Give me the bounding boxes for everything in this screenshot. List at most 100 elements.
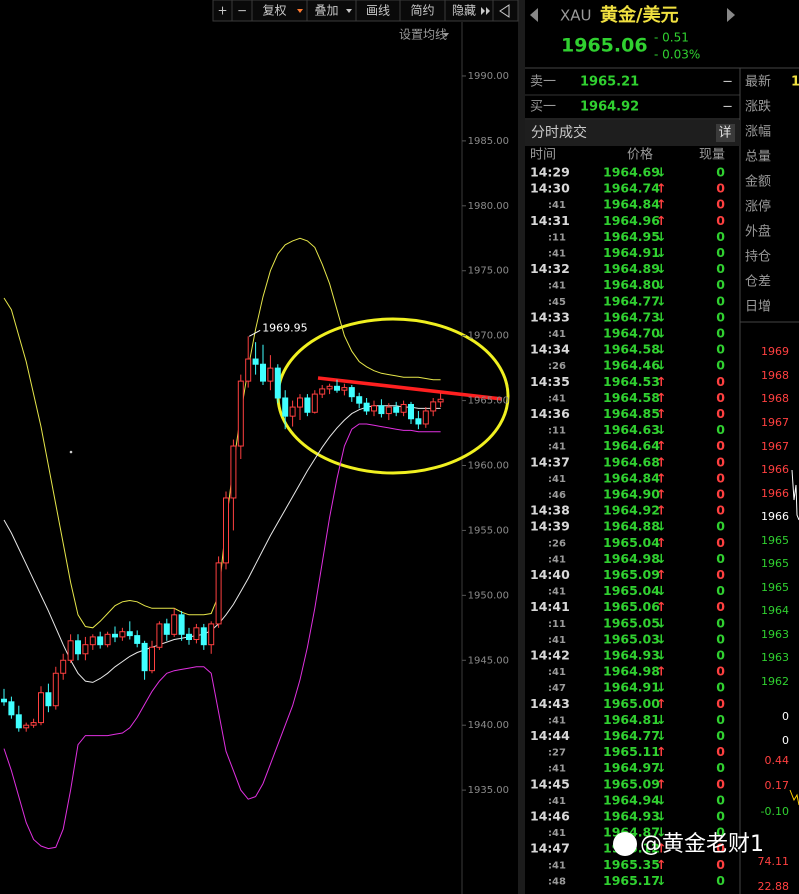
trade-price: 1964.94 xyxy=(603,792,660,807)
stat-value: 1 xyxy=(791,75,799,90)
trade-direction: ↓ xyxy=(656,712,666,727)
trade-direction: ↑ xyxy=(656,213,666,228)
detail-label[interactable]: 详 xyxy=(718,126,731,141)
trade-price: 1964.97 xyxy=(603,760,660,775)
trade-time: 14:46 xyxy=(530,809,570,824)
trade-direction: ↑ xyxy=(656,470,666,485)
candle-body xyxy=(326,385,333,390)
side-scale-label: 1969 xyxy=(761,345,789,358)
trade-direction: ↓ xyxy=(656,631,666,646)
trade-price: 1964.84 xyxy=(603,470,660,485)
candle-body xyxy=(15,714,22,729)
toolbar-label[interactable]: − xyxy=(237,4,247,18)
trade-time: :46 xyxy=(548,490,566,501)
trade-volume: 0 xyxy=(716,503,725,518)
candle-body xyxy=(112,633,118,638)
trade-time: 14:42 xyxy=(530,648,570,663)
candle-body xyxy=(437,398,444,403)
trade-price: 1964.98 xyxy=(603,664,660,679)
candle-body xyxy=(82,644,89,655)
mini-chart xyxy=(791,469,799,521)
candle-body xyxy=(8,701,15,716)
trade-price: 1964.63 xyxy=(603,422,660,437)
trade-direction: ↑ xyxy=(656,487,666,502)
trade-volume: 0 xyxy=(716,792,725,807)
trade-volume: 0 xyxy=(716,664,725,679)
next-arrow[interactable] xyxy=(727,8,735,22)
trade-volume: 0 xyxy=(716,535,725,550)
candle-body xyxy=(45,692,52,707)
trade-time: 14:43 xyxy=(530,696,570,711)
trade-volume: 0 xyxy=(716,181,725,196)
ma-setting[interactable]: 设置均线 xyxy=(399,28,447,42)
trade-volume: 0 xyxy=(716,712,725,727)
trade-volume: 0 xyxy=(716,728,725,743)
trade-volume: 0 xyxy=(716,326,725,341)
toolbar-label[interactable]: 叠加 xyxy=(314,4,338,18)
splitter[interactable] xyxy=(518,0,525,894)
y-tick-label: 1945.00 xyxy=(468,655,509,666)
candle-body xyxy=(393,406,400,413)
candle-body xyxy=(171,614,178,635)
side-scale-label: 1963 xyxy=(761,651,789,664)
change: - 0.51 xyxy=(654,31,689,45)
trade-direction: ↑ xyxy=(656,696,666,711)
toolbar-label[interactable]: 复权 xyxy=(262,4,286,18)
side-scale-label: 1968 xyxy=(761,392,789,405)
band-line xyxy=(3,237,441,629)
trades-title: 分时成交 xyxy=(531,124,587,141)
candle-body xyxy=(208,623,215,646)
trade-price: 1965.00 xyxy=(603,696,660,711)
candle-body xyxy=(141,642,148,672)
trade-volume: 0 xyxy=(716,390,725,405)
toolbar-label[interactable]: 简约 xyxy=(410,3,434,18)
trade-price: 1964.69 xyxy=(603,165,660,180)
trade-time: 14:31 xyxy=(530,213,570,228)
toolbar-label[interactable]: 画线 xyxy=(366,4,390,18)
trade-time: :27 xyxy=(548,748,566,759)
candle-body xyxy=(400,403,407,413)
trade-time: 14:29 xyxy=(530,165,570,180)
trade-time: 14:44 xyxy=(530,728,570,743)
stat-label: 持仓 xyxy=(745,250,771,265)
toolbar-label[interactable]: 隐藏 xyxy=(452,4,476,18)
trade-price: 1964.70 xyxy=(603,326,660,341)
trade-volume: 0 xyxy=(716,567,725,582)
trade-price: 1964.53 xyxy=(603,374,660,389)
trade-price: 1965.03 xyxy=(603,631,660,646)
trade-price: 1964.90 xyxy=(603,487,660,502)
trade-time: :41 xyxy=(548,474,566,485)
candle-body xyxy=(267,367,274,382)
candle-body xyxy=(356,396,363,404)
book-label: 买一 xyxy=(530,100,556,115)
detail-button[interactable] xyxy=(716,124,735,142)
y-tick-label: 1960.00 xyxy=(468,461,509,472)
toolbar-button[interactable] xyxy=(492,0,519,22)
trade-volume: 0 xyxy=(716,519,725,534)
side-scale-label: 1965 xyxy=(761,581,789,594)
trade-time: :11 xyxy=(548,619,566,630)
last-price: 1965.06 xyxy=(561,35,648,57)
trade-time: :48 xyxy=(548,876,566,887)
annotation: 1969.95 xyxy=(262,321,308,334)
candle-body xyxy=(363,402,370,412)
trade-volume: 0 xyxy=(716,229,725,244)
candle-body xyxy=(67,640,74,661)
trade-volume: 0 xyxy=(716,454,725,469)
column-header: 时间 xyxy=(530,148,556,163)
trade-time: 14:36 xyxy=(530,406,570,421)
prev-arrow[interactable] xyxy=(530,8,538,22)
trade-time: :11 xyxy=(548,426,566,437)
change-pct: - 0.03% xyxy=(654,48,700,62)
trade-direction: ↑ xyxy=(656,535,666,550)
trade-price: 1965.35 xyxy=(603,857,660,872)
candle-body xyxy=(30,722,37,726)
side-scale-label: 1965 xyxy=(761,557,789,570)
toolbar-label[interactable]: + xyxy=(217,4,227,18)
trade-volume: 0 xyxy=(716,342,725,357)
trade-time: :41 xyxy=(548,667,566,678)
side-scale-label: 1964 xyxy=(761,604,789,617)
trade-time: :47 xyxy=(548,683,566,694)
trade-volume: 0 xyxy=(716,599,725,614)
band-line xyxy=(3,423,441,850)
